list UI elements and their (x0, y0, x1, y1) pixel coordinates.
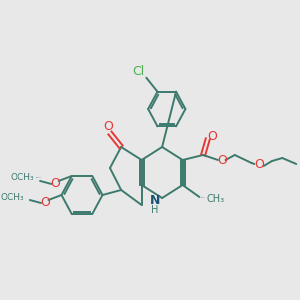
Text: methyl: methyl (201, 197, 206, 198)
Text: OCH₃: OCH₃ (1, 193, 24, 202)
Text: OCH₃: OCH₃ (11, 173, 34, 182)
Text: O: O (208, 130, 218, 142)
Text: O: O (50, 177, 60, 190)
Text: methoxy: methoxy (36, 177, 43, 178)
Text: O: O (103, 121, 113, 134)
Text: O: O (254, 158, 264, 172)
Text: CH₃: CH₃ (207, 194, 225, 204)
Text: Cl: Cl (133, 65, 145, 78)
Text: O: O (217, 154, 227, 167)
Text: N: N (149, 194, 160, 208)
Text: O: O (40, 196, 50, 209)
Text: H: H (151, 205, 158, 215)
